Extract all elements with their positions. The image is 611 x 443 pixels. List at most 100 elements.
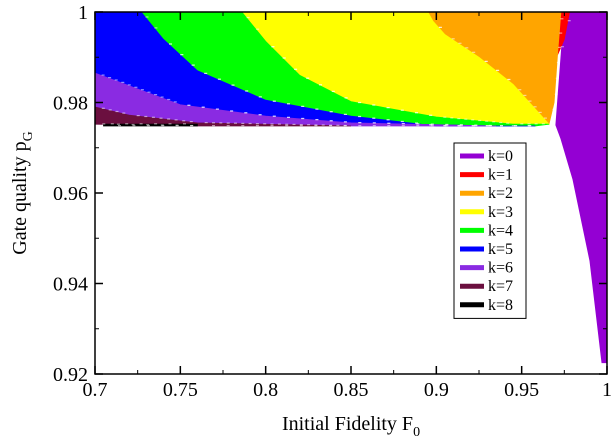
stair-step: [168, 123, 172, 125]
y-tick-label: 0.92: [53, 364, 88, 386]
stair-step: [506, 122, 510, 124]
x-tick-label: 0.85: [334, 379, 369, 401]
stair-step: [329, 125, 333, 127]
stair-step: [321, 124, 325, 126]
stair-step: [329, 111, 333, 113]
stair-step: [358, 115, 362, 118]
stair-step: [134, 86, 138, 88]
stair-step: [474, 125, 478, 127]
stair-step: [175, 125, 179, 127]
stair-step: [499, 121, 503, 124]
stair-step: [173, 101, 177, 103]
stair-step: [108, 109, 112, 111]
stair-step: [451, 38, 455, 40]
stair-step: [471, 119, 475, 121]
stair-step: [430, 123, 434, 125]
stair-step: [415, 122, 418, 124]
stair-step: [151, 116, 155, 118]
stair-step: [533, 106, 537, 108]
stair-step: [401, 125, 405, 127]
stair-step: [331, 90, 335, 92]
region-k=0: [555, 11, 608, 364]
stair-step: [145, 16, 149, 18]
legend-label: k=0: [488, 148, 513, 165]
stair-step: [307, 124, 311, 126]
stair-step: [287, 116, 290, 118]
stair-step: [430, 125, 434, 127]
stair-step: [429, 124, 433, 126]
stair-step: [285, 123, 289, 125]
stair-step: [343, 121, 347, 123]
stair-step: [146, 125, 150, 127]
stair-step: [471, 125, 475, 127]
stair-step: [116, 123, 120, 125]
stair-step: [154, 94, 158, 96]
stair-step: [101, 107, 105, 109]
legend-label: k=8: [488, 297, 513, 314]
stair-step: [416, 123, 420, 125]
stair-step: [301, 105, 305, 107]
stair-step: [336, 124, 340, 126]
stair-step: [457, 125, 461, 127]
stair-step: [294, 68, 298, 70]
x-axis-label-text: Initial Fidelity F: [282, 413, 413, 435]
stair-step: [558, 46, 562, 48]
stair-step: [118, 125, 121, 127]
x-tick-label: 0.8: [253, 379, 278, 401]
stair-step: [315, 119, 319, 121]
stair-step: [256, 28, 260, 30]
stair-step: [167, 118, 171, 120]
stair-step: [429, 114, 433, 116]
legend-label: k=4: [488, 222, 513, 239]
legend-label: k=1: [488, 167, 513, 184]
stair-step: [343, 113, 347, 115]
stair-step: [343, 125, 347, 127]
stair-step: [217, 78, 221, 80]
stair-step: [458, 42, 462, 44]
stair-step: [219, 122, 223, 124]
stair-step: [527, 123, 531, 125]
stair-step: [465, 47, 469, 49]
stair-step: [492, 121, 496, 123]
legend-label: k=3: [488, 204, 513, 221]
stair-step: [445, 125, 449, 127]
stair-step: [234, 122, 237, 124]
stair-step: [543, 117, 547, 119]
x-axis: 0.7 0.75 0.8 0.85 0.9 0.95 1: [83, 12, 611, 401]
stair-step: [102, 123, 106, 125]
stair-step: [245, 90, 249, 92]
stair-step: [114, 79, 118, 81]
stair-step: [450, 117, 454, 119]
stair-step: [415, 112, 418, 114]
stair-step: [314, 124, 318, 126]
stair-step: [270, 125, 274, 127]
stair-step: [484, 60, 488, 62]
stair-step: [400, 120, 404, 123]
legend-label: k=2: [488, 185, 513, 202]
stair-step: [204, 72, 208, 74]
stair-step: [299, 124, 303, 126]
legend-label: k=5: [488, 241, 513, 258]
stair-step: [255, 123, 259, 125]
stair-step: [372, 125, 376, 127]
y-tick-label: 1: [78, 2, 88, 24]
y-axis-label-subscript: G: [21, 131, 36, 141]
stair-step: [121, 81, 125, 83]
stair-step: [270, 123, 274, 125]
stair-step: [204, 122, 208, 124]
stair-step: [329, 120, 333, 122]
stair-step: [507, 78, 511, 81]
stair-step: [147, 91, 151, 93]
stair-step: [139, 123, 143, 125]
stair-step: [541, 123, 545, 125]
y-tick-label: 0.98: [53, 93, 88, 115]
x-tick-label: 0.75: [163, 379, 198, 401]
stair-step: [161, 125, 165, 127]
stair-step: [226, 125, 230, 127]
stair-step: [500, 125, 503, 127]
stair-step: [215, 108, 219, 110]
stair-step: [244, 112, 248, 114]
stair-step: [122, 112, 126, 114]
stair-step: [246, 16, 250, 19]
stair-step: [387, 122, 391, 124]
